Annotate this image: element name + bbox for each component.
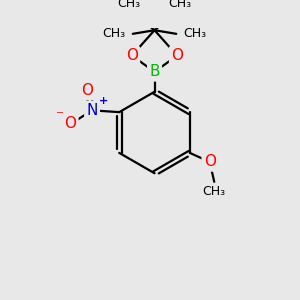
Text: +: + [98,96,108,106]
Text: O: O [126,48,138,63]
Text: O: O [82,83,94,98]
Text: O: O [171,48,183,63]
Text: O: O [204,154,216,169]
Text: ⁻: ⁻ [56,108,64,123]
Text: CH₃: CH₃ [168,0,191,10]
Text: CH₃: CH₃ [184,27,207,40]
Text: CH₃: CH₃ [118,0,141,10]
Text: B: B [149,64,160,80]
Text: CH₃: CH₃ [203,185,226,199]
Text: CH₃: CH₃ [102,27,126,40]
Text: O: O [64,116,76,130]
Text: N: N [86,103,98,118]
